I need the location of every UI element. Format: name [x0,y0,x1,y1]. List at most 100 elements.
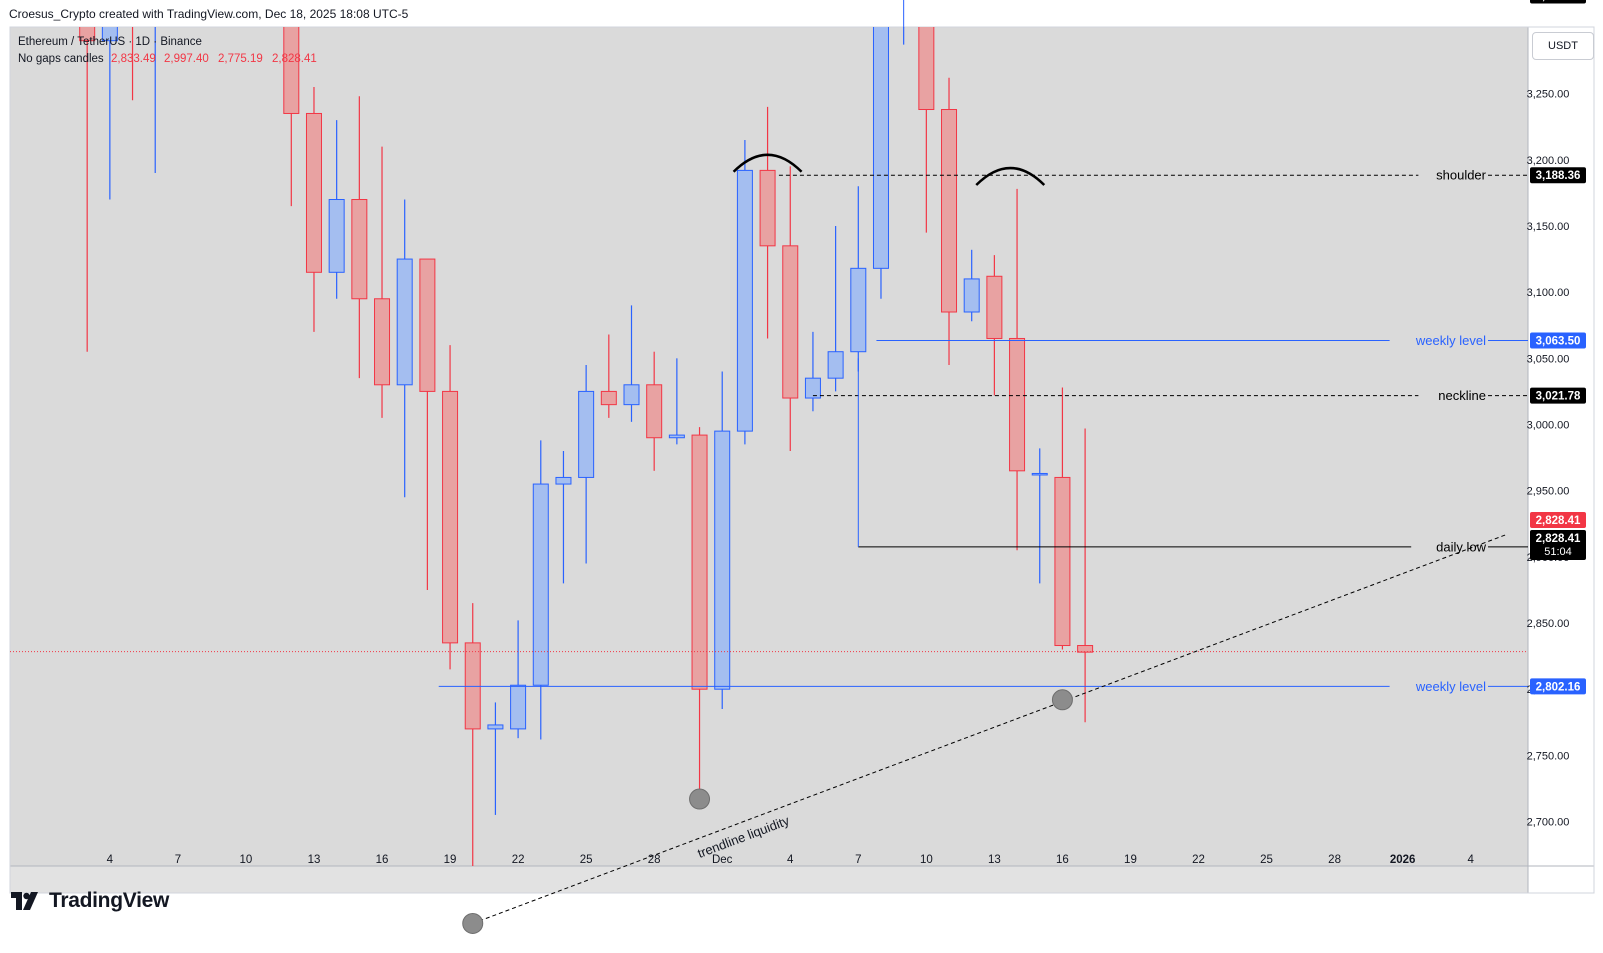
candle-body [600,390,617,406]
candle-body [714,430,731,690]
legend-close: 2,828.41 [272,53,317,65]
candle-body [79,27,96,42]
candle-body [1054,476,1071,647]
candle-body [351,199,368,300]
chart-frame [9,26,1595,894]
price-tick-label: 3,200.00 [1527,155,1570,167]
legend-style: No gaps candles [18,53,104,65]
candle-body [872,27,889,269]
level-price-tag: 3,324.14 [1536,0,1581,3]
tradingview-brand: TradingView [11,889,169,913]
candle-body [1077,645,1094,653]
trendline-liquidity-line [472,533,1508,924]
liquidity-point [689,788,711,810]
candle-body [1009,337,1026,472]
price-tick-label: 3,100.00 [1527,287,1570,299]
liquidity-point [462,912,484,934]
candle-body [419,258,436,392]
candle-body [646,384,663,439]
time-tick-label: 25 [580,854,593,866]
time-tick-label: 4 [1467,854,1474,866]
legend-low: 2,775.19 [218,53,263,65]
price-tick-label: 3,250.00 [1527,89,1570,101]
candle-body [736,169,753,432]
price-tick-label: 2,750.00 [1527,750,1570,762]
level-label: weekly level [1415,679,1486,694]
time-tick-label: 4 [107,854,114,866]
candle-body [578,390,595,478]
candle-body [101,27,118,42]
candle-body [941,109,958,313]
brand-name: TradingView [49,889,170,912]
time-tick-label: 16 [1056,854,1069,866]
currency-button[interactable]: USDT [1532,32,1594,60]
candle-body [827,351,844,379]
time-tick-label: 2026 [1390,854,1416,866]
time-tick-label: 22 [1192,854,1205,866]
tradingview-logo-icon [11,892,38,910]
candle-body [510,684,527,730]
price-tick-label: 2,850.00 [1527,618,1570,630]
price-tick-label: 2,950.00 [1527,486,1570,498]
candle-body [1031,472,1048,476]
level-price-tag: 2,802.16 [1536,681,1581,693]
pattern-arc [975,166,1046,186]
countdown-label: 51:04 [1544,546,1572,558]
current-price-tag-bg [1530,530,1586,560]
level-price-tag-bg [1530,167,1586,184]
time-tick-label: 7 [175,854,181,866]
current-price-tag: 2,828.41 [1536,533,1581,545]
candle-body [986,275,1003,339]
liquidity-point [1051,689,1073,711]
candle-body [148,0,163,1]
candle-body [532,483,549,686]
chart-legend: Ethereum / TetherUS · 1D · Binance No ga… [18,36,317,65]
price-tick-label: 2,700.00 [1527,817,1570,829]
time-axis[interactable]: 4 7 10 13 16 19 22 25 28 Dec 4 7 10 13 16 19 22 25 28 2026 4 [107,854,1475,866]
time-tick-label: 28 [1328,854,1341,866]
time-tick-label: 10 [240,854,253,866]
candle-body [125,0,140,1]
time-tick-label: Dec [712,854,733,866]
candle-body [918,27,935,111]
price-tick-label: 3,050.00 [1527,353,1570,365]
candle-body [668,434,685,439]
time-tick-label: 10 [920,854,933,866]
candle-body [804,377,821,399]
legend-high: 2,997.40 [164,53,209,65]
level-price-tag-bg [1530,0,1586,4]
candle-body [963,278,980,313]
candle-body [305,112,322,273]
candle-body [442,390,459,644]
candle-body [759,169,776,247]
time-tick-label: 28 [648,854,661,866]
time-tick-label: 4 [787,854,794,866]
candle-body [396,258,413,386]
price-tick-label: 3,000.00 [1527,420,1570,432]
candle-body [374,298,391,386]
level-label: shoulder [1436,168,1487,183]
close-price-tag: 2,828.41 [1536,515,1581,527]
candle-body [691,434,708,690]
candle-body [850,267,867,353]
candle-body [623,384,640,406]
legend-symbol: Ethereum / TetherUS · 1D · Binance [18,36,202,48]
level-label: weekly level [1415,333,1486,348]
time-tick-label: 7 [855,854,861,866]
time-tick-label: 13 [988,854,1001,866]
levels-layer: daily highheadshoulderweekly levelneckli… [10,0,1528,694]
time-axis-background [10,866,1528,893]
time-tick-label: 13 [308,854,321,866]
close-price-tag-bg [1530,512,1586,528]
level-price-tag: 3,063.50 [1536,335,1581,347]
level-price-tag-bg [1530,678,1586,695]
candle-body [328,199,345,273]
time-tick-label: 19 [444,854,457,866]
candle-body [283,27,300,114]
level-price-tag: 3,021.78 [1536,391,1581,403]
level-price-tag-bg [1530,332,1586,349]
candle-body [782,245,799,399]
price-axis[interactable]: 2,700.002,750.002,800.002,850.002,900.00… [1527,89,1570,829]
price-tick-label: 3,150.00 [1527,221,1570,233]
